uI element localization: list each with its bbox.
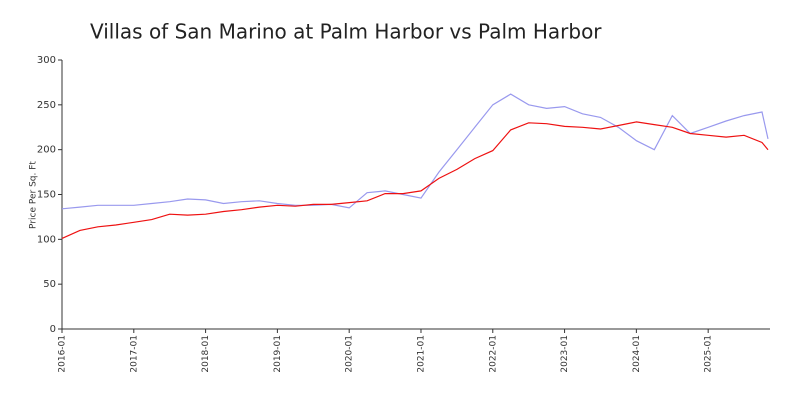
y-tick-label: 250: [37, 100, 56, 111]
x-tick-label: 2017-01: [129, 335, 139, 373]
series-line: [61, 121, 769, 239]
x-tick-label: 2018-01: [201, 335, 211, 373]
series-line: [61, 93, 769, 210]
chart-title: Villas of San Marino at Palm Harbor vs P…: [90, 20, 602, 44]
x-tick-label: 2020-01: [345, 335, 355, 373]
y-tick-label: 50: [43, 279, 56, 290]
x-tick-label: 2025-01: [704, 335, 714, 373]
y-tick-label: 0: [50, 324, 56, 335]
x-tick-label: 2016-01: [58, 335, 68, 373]
y-tick-label: 300: [37, 55, 56, 66]
x-tick-label: 2024-01: [632, 335, 642, 373]
y-tick-label: 100: [37, 234, 56, 245]
x-tick-label: 2019-01: [273, 335, 283, 373]
x-tick-label: 2022-01: [488, 335, 498, 373]
y-tick-label: 150: [37, 190, 56, 201]
x-tick-label: 2023-01: [560, 335, 570, 373]
x-tick-label: 2021-01: [416, 335, 426, 373]
y-axis-label: Price Per Sq. Ft: [29, 161, 39, 229]
y-tick-label: 200: [37, 145, 56, 156]
